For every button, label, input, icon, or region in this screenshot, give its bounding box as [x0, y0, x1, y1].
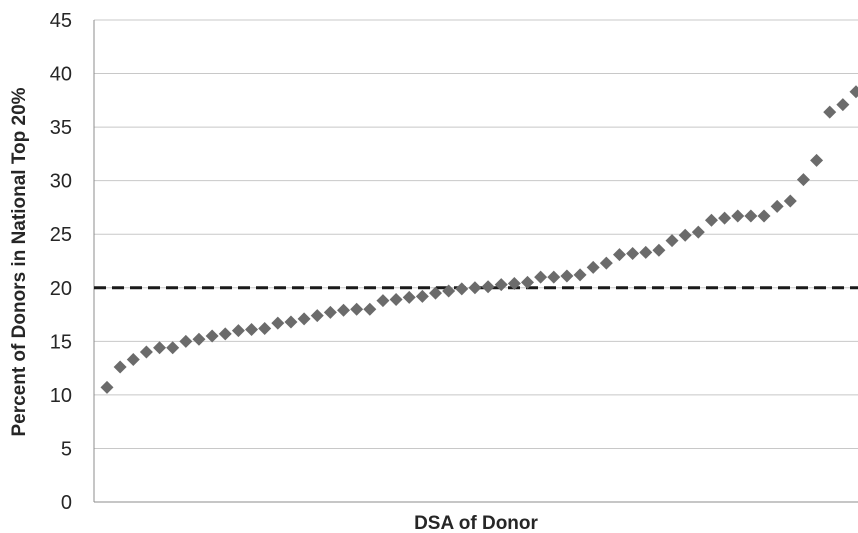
- y-tick-label-10: 10: [50, 385, 72, 407]
- data-point-27: [442, 284, 456, 298]
- data-point-1: [100, 380, 114, 394]
- data-point-6: [166, 341, 180, 355]
- y-tick-label-30: 30: [50, 171, 72, 193]
- data-point-14: [271, 316, 285, 330]
- data-point-12: [245, 323, 259, 337]
- data-point-44: [665, 234, 679, 248]
- data-point-45: [678, 228, 692, 242]
- data-points: [100, 85, 858, 394]
- data-point-10: [218, 327, 232, 341]
- data-point-41: [626, 247, 640, 261]
- y-tick-label-20: 20: [50, 278, 72, 300]
- data-point-25: [415, 289, 429, 303]
- data-point-8: [192, 332, 206, 346]
- data-point-13: [258, 321, 272, 335]
- data-point-3: [126, 353, 140, 367]
- y-tick-label-5: 5: [61, 438, 72, 460]
- data-point-40: [612, 248, 626, 262]
- data-point-31: [494, 278, 508, 292]
- data-point-49: [731, 209, 745, 223]
- data-point-21: [363, 302, 377, 316]
- data-point-20: [350, 302, 364, 316]
- data-point-30: [481, 280, 495, 294]
- data-point-57: [836, 98, 850, 112]
- data-point-17: [310, 309, 324, 323]
- data-point-22: [376, 294, 390, 308]
- data-point-55: [810, 153, 824, 167]
- data-point-50: [744, 209, 758, 223]
- data-point-15: [284, 315, 298, 329]
- data-point-11: [231, 324, 245, 338]
- data-point-32: [507, 276, 521, 290]
- data-point-5: [153, 341, 167, 355]
- data-point-56: [823, 105, 837, 119]
- y-tick-label-35: 35: [50, 117, 72, 139]
- data-point-58: [849, 85, 858, 99]
- data-point-9: [205, 329, 219, 343]
- y-tick-label-25: 25: [50, 224, 72, 246]
- y-tick-label-0: 0: [61, 492, 72, 514]
- data-point-54: [796, 173, 810, 187]
- data-point-26: [429, 286, 443, 300]
- data-point-39: [599, 256, 613, 270]
- data-point-46: [691, 225, 705, 239]
- data-point-18: [323, 305, 337, 319]
- data-point-36: [560, 269, 574, 283]
- data-point-42: [639, 245, 653, 259]
- data-point-29: [468, 281, 482, 295]
- data-point-28: [455, 282, 469, 296]
- data-point-48: [718, 211, 732, 225]
- gridlines: [94, 19, 858, 449]
- data-point-52: [770, 199, 784, 213]
- data-point-47: [704, 213, 718, 227]
- y-axis-title: Percent of Donors in National Top 20%: [9, 87, 30, 436]
- y-tick-label-15: 15: [50, 331, 72, 353]
- data-point-4: [139, 345, 153, 359]
- y-tick-label-45: 45: [50, 10, 72, 32]
- data-point-23: [389, 293, 403, 307]
- data-point-16: [297, 312, 311, 326]
- data-point-43: [652, 243, 666, 257]
- y-axis-tick-labels: 0 5 10 15 20 25 30 35 40 45: [50, 10, 72, 514]
- data-point-33: [520, 275, 534, 289]
- data-point-53: [783, 194, 797, 208]
- data-point-51: [757, 209, 771, 223]
- data-point-35: [547, 270, 561, 284]
- data-point-38: [586, 260, 600, 274]
- y-tick-label-40: 40: [50, 64, 72, 86]
- data-point-24: [402, 290, 416, 304]
- data-point-34: [534, 270, 548, 284]
- data-point-7: [179, 334, 193, 348]
- data-point-19: [337, 303, 351, 317]
- x-axis-title: DSA of Donor: [414, 513, 538, 533]
- data-point-37: [573, 268, 587, 282]
- data-point-2: [113, 360, 127, 374]
